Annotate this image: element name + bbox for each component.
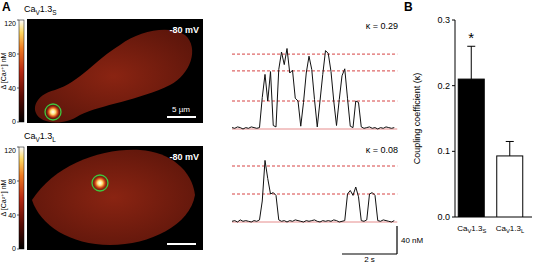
scale-bar (167, 243, 196, 245)
colorbar-tick (17, 122, 19, 123)
calcium-spot (46, 105, 60, 119)
colorbar-tick (17, 147, 19, 148)
calcium-spot (93, 176, 107, 190)
quantal-level (232, 194, 397, 195)
colorbar-tick-label: 40 (8, 85, 16, 92)
colorbar-tick-label: 80 (8, 178, 16, 185)
text-part: Ca (24, 4, 36, 14)
y-tick (452, 151, 455, 152)
colorbar-tick (17, 88, 19, 89)
text-part: 1.3 (510, 224, 522, 233)
fluorescence-trace (232, 49, 394, 130)
image-background (27, 19, 203, 123)
text-part: S (482, 228, 486, 234)
error-bar (467, 46, 475, 79)
colorbar-tick-label: 120 (4, 147, 16, 154)
colorbar (19, 20, 24, 122)
quantal-level (232, 70, 397, 71)
text-part: Ca (457, 224, 468, 233)
scale-bar (167, 116, 196, 118)
colorbar (19, 147, 24, 249)
significance-marker: * (468, 29, 474, 46)
text-part: L (52, 136, 56, 143)
error-bar-cap (506, 141, 514, 142)
text-part: 1.3 (471, 224, 483, 233)
background (0, 0, 538, 263)
voltage-label: -80 mV (169, 25, 199, 35)
panel-label: A (2, 0, 11, 14)
text-part: L (521, 228, 524, 234)
y-axis-label: Coupling coefficient (κ) (412, 73, 422, 164)
y-tick (452, 217, 455, 218)
text-part: Ca (24, 131, 36, 141)
colorbar-tick (17, 54, 19, 55)
colorbar-tick-label: 40 (8, 212, 16, 219)
figure: A B CaV1.3S -80 mV 5 µm 0 40 80 120 Δ [Ca²⁺] nM κ … (0, 0, 538, 263)
colorbar-tick (17, 181, 19, 182)
y-tick (452, 85, 455, 86)
amplitude-scale-label: 40 nM (401, 236, 424, 245)
cell-label: CaV1.3L (24, 131, 56, 143)
error-bar-stem (471, 46, 472, 79)
amplitude-scale-bar (396, 226, 397, 254)
y-tick-label: 0.3 (437, 15, 450, 25)
cell-label: CaV1.3S (24, 4, 57, 16)
cell-panel: CaV1.3S -80 mV 5 µm 0 40 80 120 Δ [Ca²⁺] nM κ = … (0, 4, 398, 129)
error-bar (506, 141, 514, 155)
voltage-label: -80 mV (169, 152, 199, 162)
text-part: 1.3 (40, 131, 53, 141)
cell-panel: CaV1.3L -80 mV 0 40 80 120 Δ [Ca²⁺] nM κ = 0.08 (0, 131, 398, 252)
text-part: Ca (496, 224, 507, 233)
colorbar-tick-label: 0 (12, 245, 16, 252)
image-background (27, 146, 203, 250)
panel-label: B (404, 0, 413, 14)
kappa-label: κ = 0.29 (366, 21, 398, 31)
colorbar-tick-label: 80 (8, 51, 16, 58)
bar (497, 156, 523, 217)
roi-circle (92, 175, 108, 191)
cell-image (35, 30, 192, 123)
y-tick (452, 20, 455, 21)
scale-bar-label: 5 µm (172, 105, 190, 114)
text-part: 1.3 (40, 4, 53, 14)
x-tick-label: CaV1.3S (457, 224, 486, 234)
y-axis (455, 20, 456, 217)
y-tick-label: 0.1 (437, 146, 450, 156)
error-bar-stem (509, 141, 510, 155)
bar (458, 79, 484, 217)
colorbar-tick-label: 0 (12, 118, 16, 125)
quantal-level (232, 166, 397, 167)
colorbar-tick (17, 20, 19, 21)
bar-chart: 0.0 0.1 0.2 0.3 Coupling coefficient (κ) CaV1… (412, 15, 532, 234)
bars (458, 46, 523, 217)
colorbar-label: Δ [Ca²⁺] nM (0, 179, 8, 216)
roi-circle (45, 104, 61, 120)
colorbar-label: Δ [Ca²⁺] nM (0, 52, 8, 89)
y-tick-label: 0.2 (437, 81, 450, 91)
x-tick-label: CaV1.3L (496, 224, 524, 234)
colorbar-tick-label: 120 (4, 20, 16, 27)
colorbar-tick (17, 249, 19, 250)
cell-image (32, 150, 195, 245)
text-part: S (52, 9, 57, 16)
time-scale-label: 2 s (364, 255, 375, 263)
colorbar-tick (17, 215, 19, 216)
kappa-label: κ = 0.08 (366, 145, 398, 155)
y-tick-label: 0.0 (437, 212, 450, 222)
quantal-level (232, 54, 397, 55)
trace-scale-bars: 40 nM 2 s (342, 226, 424, 263)
fluorescence-trace (232, 160, 394, 222)
